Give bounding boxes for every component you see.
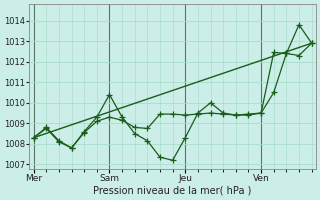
X-axis label: Pression niveau de la mer( hPa ): Pression niveau de la mer( hPa ): [93, 186, 252, 196]
